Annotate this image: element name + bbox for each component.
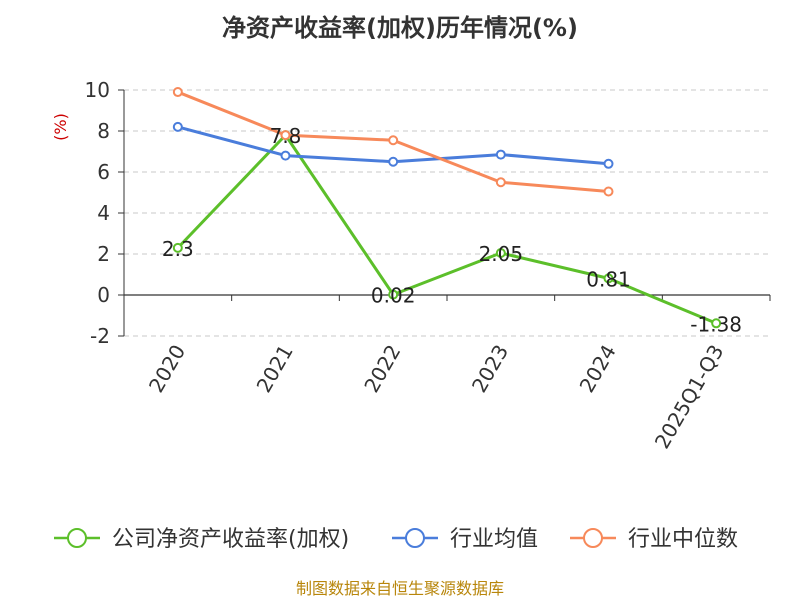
data-point xyxy=(495,149,506,160)
x-tick-label: 2025Q1-Q3 xyxy=(650,341,729,453)
y-tick-label: -2 xyxy=(90,324,110,348)
data-point xyxy=(603,186,614,197)
data-point xyxy=(388,289,399,300)
legend-label: 行业均值 xyxy=(450,527,538,552)
data-label: 0.02 xyxy=(371,284,416,308)
data-point xyxy=(280,150,291,161)
axis-layer: -2 0 2 4 6 8 10 2020 2021 2022 2023 2024 2025Q1-Q3 xyxy=(85,78,771,453)
data-point xyxy=(172,242,183,253)
x-tick-label: 2023 xyxy=(467,341,513,397)
y-tick-label: 10 xyxy=(85,78,110,102)
y-tick-label: 2 xyxy=(97,242,110,266)
data-label: 2.05 xyxy=(479,242,524,266)
x-tick-label: 2022 xyxy=(359,341,405,397)
data-label: -1.38 xyxy=(690,312,742,336)
legend-label: 行业中位数 xyxy=(628,527,738,552)
y-tick-label: 4 xyxy=(97,201,110,225)
data-label: 7.8 xyxy=(270,124,302,148)
x-tick-label: 2020 xyxy=(144,341,190,397)
data-point xyxy=(603,158,614,169)
legend-label: 公司净资产收益率(加权) xyxy=(112,527,349,552)
chart-title: 净资产收益率(加权)历年情况(%) xyxy=(222,14,578,42)
data-point xyxy=(495,177,506,188)
source-note: 制图数据来自恒生聚源数据库 xyxy=(296,579,504,598)
data-label-layer: 2.3 7.8 0.02 2.05 0.81 -1.38 xyxy=(162,124,742,336)
x-tick-label: 2024 xyxy=(575,341,621,397)
data-label: 2.3 xyxy=(162,237,194,261)
data-point xyxy=(172,87,183,98)
data-point xyxy=(388,156,399,167)
legend-marker xyxy=(405,528,425,548)
data-label: 0.81 xyxy=(586,267,631,291)
data-point xyxy=(388,135,399,146)
y-axis-unit-label: (%) xyxy=(51,113,70,141)
y-tick-label: 6 xyxy=(97,160,110,184)
legend-marker xyxy=(67,528,87,548)
series-layer xyxy=(172,87,722,329)
data-point xyxy=(711,318,722,329)
y-tick-label: 0 xyxy=(97,283,110,307)
legend-marker xyxy=(583,528,603,548)
data-point xyxy=(603,273,614,284)
legend: 公司净资产收益率(加权) 行业均值 行业中位数 xyxy=(54,527,738,552)
data-point xyxy=(172,121,183,132)
x-tick-label: 2021 xyxy=(252,341,298,397)
series-line xyxy=(176,133,717,325)
data-point xyxy=(280,130,291,141)
y-tick-label: 8 xyxy=(97,119,110,143)
data-point xyxy=(495,247,506,258)
